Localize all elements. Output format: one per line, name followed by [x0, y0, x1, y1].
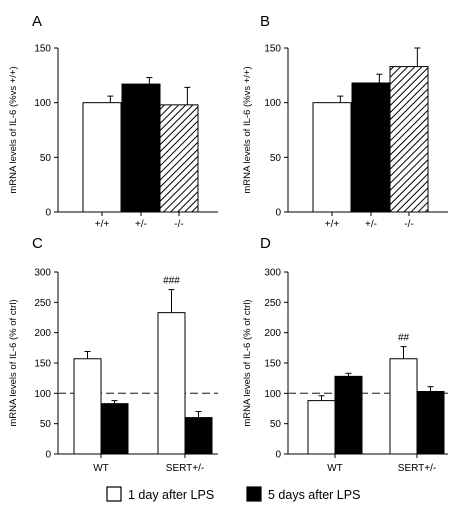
y-tick-label-c: 100 — [34, 389, 51, 400]
y-tick-label-c: 250 — [34, 298, 51, 309]
bar-b-0 — [312, 102, 352, 213]
legend: 1 day after LPS 5 days after LPS — [106, 486, 360, 502]
x-tick-label-c: WT — [93, 463, 109, 474]
bar-c-1-0 — [157, 312, 186, 455]
legend-label-1-day: 1 day after LPS — [128, 488, 214, 502]
x-tick-label-b: +/+ — [325, 219, 340, 230]
bar-a-1 — [121, 83, 161, 213]
panel-letter-b: B — [260, 13, 270, 30]
y-tick-label-d: 100 — [264, 389, 281, 400]
y-axis-label-d: mRNA levels of IL-6 (% of ctrl) — [242, 299, 253, 426]
bar-b-2 — [389, 66, 429, 213]
bar-d-1-0 — [389, 358, 418, 455]
x-tick-label-a: +/- — [135, 219, 147, 230]
y-tick-label-d: 50 — [270, 419, 282, 430]
x-tick-label-d: WT — [327, 463, 343, 474]
panel-letter-d: D — [260, 235, 271, 252]
y-tick-label-b: 150 — [264, 44, 281, 55]
y-tick-label-d: 300 — [264, 268, 281, 279]
bar-c-0-0 — [73, 358, 102, 455]
y-tick-label-a: 100 — [34, 98, 51, 109]
bar-c-1-1 — [184, 417, 213, 455]
y-tick-label-d: 0 — [275, 450, 281, 461]
panel-d: D 0 50 100 150 200 250 300 mRNA levels of IL-6 (… — [242, 235, 448, 474]
bar-d-1-1 — [416, 391, 445, 455]
y-tick-label-a: 0 — [45, 208, 51, 219]
panel-letter-a: A — [32, 13, 42, 30]
panel-a: A 0 50 100 150 mRNA levels of IL-6 (%vs +/+) +… — [8, 13, 218, 230]
y-tick-label-d: 250 — [264, 298, 281, 309]
x-tick-label-a: +/+ — [95, 219, 110, 230]
significance-annotation-c-0: ### — [163, 276, 180, 287]
bar-a-0 — [82, 102, 122, 213]
y-tick-label-a: 50 — [40, 153, 52, 164]
x-tick-label-a: -/- — [174, 219, 183, 230]
y-tick-label-d: 200 — [264, 328, 281, 339]
y-axis-label-c: mRNA levels of IL-6 (% of ctrl) — [8, 299, 19, 426]
y-tick-label-c: 0 — [45, 450, 51, 461]
x-tick-label-b: +/- — [365, 219, 377, 230]
panel-b: B 0 50 100 150 mRNA levels of IL-6 (%vs +/+) +… — [242, 13, 448, 230]
legend-label-5-days: 5 days after LPS — [268, 488, 360, 502]
bar-d-0-0 — [307, 400, 336, 455]
y-tick-label-a: 150 — [34, 44, 51, 55]
y-axis-label-b: mRNA levels of IL-6 (%vs +/+) — [242, 66, 253, 193]
x-tick-label-b: -/- — [404, 219, 413, 230]
y-tick-label-c: 150 — [34, 359, 51, 370]
panel-letter-c: C — [32, 235, 43, 252]
legend-swatch-5-days — [246, 486, 262, 502]
legend-swatch-1-day — [106, 486, 122, 502]
y-tick-label-c: 300 — [34, 268, 51, 279]
y-tick-label-b: 100 — [264, 98, 281, 109]
x-tick-label-c: SERT+/- — [166, 463, 204, 474]
bar-a-2 — [159, 104, 199, 213]
significance-annotation-d-0: ## — [398, 333, 410, 344]
bar-b-1 — [351, 82, 391, 213]
bar-d-0-1 — [334, 375, 363, 455]
y-axis-label-a: mRNA levels of IL-6 (%vs +/+) — [8, 66, 19, 193]
bar-c-0-1 — [100, 403, 129, 455]
x-tick-label-d: SERT+/- — [398, 463, 436, 474]
y-tick-label-b: 0 — [275, 208, 281, 219]
y-tick-label-d: 150 — [264, 359, 281, 370]
panel-c: C 0 50 100 150 200 250 300 mRNA levels of IL-6 (… — [8, 235, 218, 474]
y-tick-label-c: 200 — [34, 328, 51, 339]
y-tick-label-c: 50 — [40, 419, 52, 430]
y-tick-label-b: 50 — [270, 153, 282, 164]
